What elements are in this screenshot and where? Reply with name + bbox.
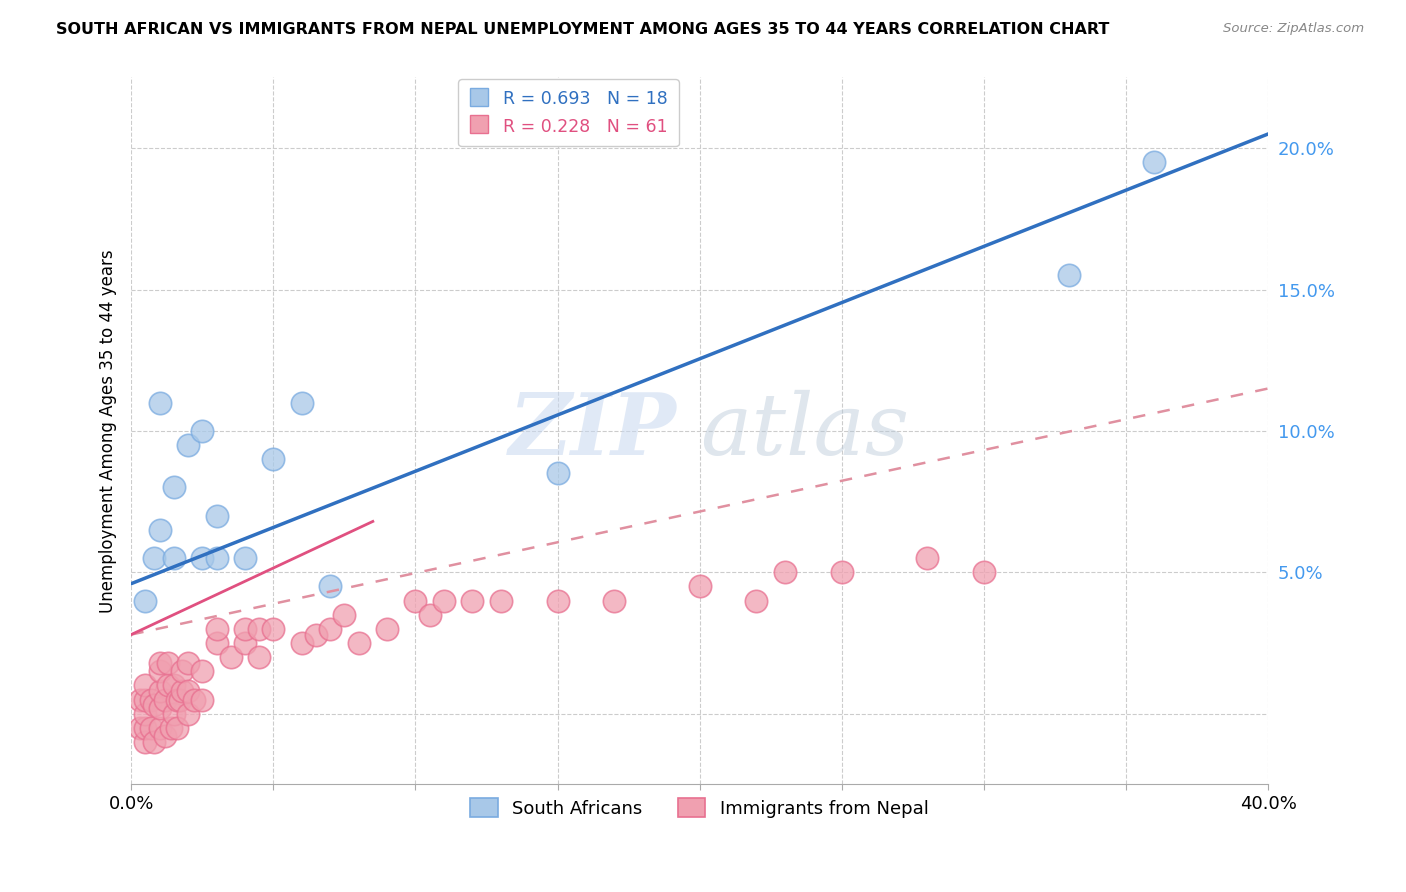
Text: Source: ZipAtlas.com: Source: ZipAtlas.com <box>1223 22 1364 36</box>
Point <box>262 452 284 467</box>
Point <box>155 730 177 744</box>
Point <box>177 656 200 670</box>
Text: ZIP: ZIP <box>509 389 676 473</box>
Point <box>163 551 186 566</box>
Point <box>128 692 150 706</box>
Point <box>191 665 214 679</box>
Point <box>163 678 186 692</box>
Point <box>155 692 177 706</box>
Point <box>172 665 194 679</box>
Point <box>139 721 162 735</box>
Point <box>247 650 270 665</box>
Point <box>172 684 194 698</box>
Point <box>183 692 205 706</box>
Point <box>191 551 214 566</box>
Point <box>773 566 796 580</box>
Point <box>333 607 356 622</box>
Point <box>143 698 166 713</box>
Point <box>149 665 172 679</box>
Point <box>419 607 441 622</box>
Point <box>233 551 256 566</box>
Point <box>291 636 314 650</box>
Point <box>219 650 242 665</box>
Point <box>177 438 200 452</box>
Legend: South Africans, Immigrants from Nepal: South Africans, Immigrants from Nepal <box>463 791 936 825</box>
Point <box>143 551 166 566</box>
Point <box>233 622 256 636</box>
Point <box>375 622 398 636</box>
Point <box>149 721 172 735</box>
Point <box>134 678 156 692</box>
Point <box>157 678 180 692</box>
Point <box>191 692 214 706</box>
Point <box>177 706 200 721</box>
Point <box>191 424 214 438</box>
Point <box>1057 268 1080 283</box>
Point <box>163 706 186 721</box>
Point <box>547 467 569 481</box>
Point <box>166 692 188 706</box>
Text: atlas: atlas <box>700 390 908 472</box>
Point <box>347 636 370 650</box>
Point <box>139 692 162 706</box>
Point <box>169 692 191 706</box>
Point <box>134 692 156 706</box>
Point <box>291 395 314 409</box>
Point <box>433 593 456 607</box>
Point <box>134 706 156 721</box>
Point <box>149 523 172 537</box>
Point <box>134 721 156 735</box>
Point <box>149 701 172 715</box>
Point <box>160 721 183 735</box>
Point <box>134 593 156 607</box>
Point <box>143 735 166 749</box>
Point <box>547 593 569 607</box>
Point <box>319 579 342 593</box>
Point <box>205 622 228 636</box>
Point <box>128 721 150 735</box>
Point <box>149 684 172 698</box>
Point <box>134 735 156 749</box>
Point <box>603 593 626 607</box>
Point <box>166 721 188 735</box>
Point <box>149 656 172 670</box>
Point <box>404 593 426 607</box>
Point <box>205 508 228 523</box>
Point <box>1143 155 1166 169</box>
Point <box>831 566 853 580</box>
Point <box>163 481 186 495</box>
Point <box>745 593 768 607</box>
Y-axis label: Unemployment Among Ages 35 to 44 years: Unemployment Among Ages 35 to 44 years <box>100 249 117 613</box>
Point <box>205 636 228 650</box>
Point <box>973 566 995 580</box>
Point <box>247 622 270 636</box>
Point <box>319 622 342 636</box>
Point <box>915 551 938 566</box>
Point <box>461 593 484 607</box>
Point <box>262 622 284 636</box>
Point <box>233 636 256 650</box>
Point <box>305 627 328 641</box>
Point <box>205 551 228 566</box>
Point <box>489 593 512 607</box>
Text: SOUTH AFRICAN VS IMMIGRANTS FROM NEPAL UNEMPLOYMENT AMONG AGES 35 TO 44 YEARS CO: SOUTH AFRICAN VS IMMIGRANTS FROM NEPAL U… <box>56 22 1109 37</box>
Point <box>689 579 711 593</box>
Point <box>157 656 180 670</box>
Point <box>177 684 200 698</box>
Point <box>149 395 172 409</box>
